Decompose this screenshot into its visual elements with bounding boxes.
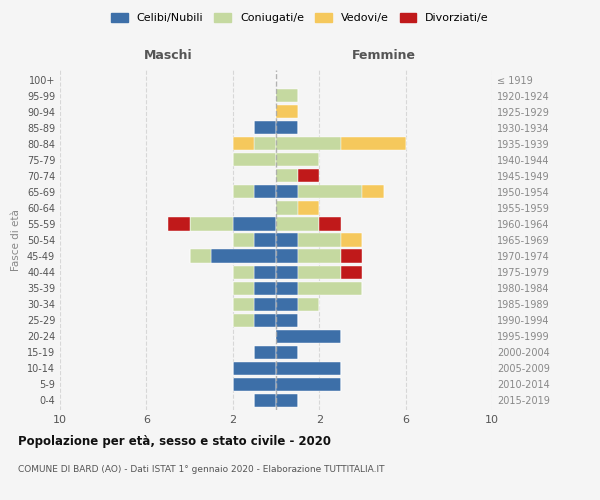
Bar (254, 186, 276, 198)
Bar (276, 121, 298, 134)
Bar (298, 234, 341, 246)
Bar (341, 234, 362, 246)
Bar (254, 282, 276, 294)
Bar (254, 314, 276, 327)
Bar (341, 266, 362, 278)
Bar (298, 170, 319, 182)
Bar (233, 298, 254, 310)
Bar (276, 362, 341, 375)
Bar (254, 137, 276, 150)
Text: Popolazione per età, sesso e stato civile - 2020: Popolazione per età, sesso e stato civil… (18, 435, 331, 448)
Bar (298, 298, 319, 310)
Bar (233, 378, 276, 391)
Bar (254, 266, 276, 278)
Bar (362, 186, 384, 198)
Bar (341, 137, 406, 150)
Bar (168, 218, 190, 230)
Bar (276, 153, 319, 166)
Bar (233, 362, 276, 375)
Bar (233, 314, 254, 327)
Bar (276, 314, 298, 327)
Bar (298, 266, 341, 278)
Bar (233, 234, 254, 246)
Bar (254, 234, 276, 246)
Bar (276, 330, 341, 343)
Bar (276, 234, 298, 246)
Bar (276, 89, 298, 102)
Legend: Celibi/Nubili, Coniugati/e, Vedovi/e, Divorziati/e: Celibi/Nubili, Coniugati/e, Vedovi/e, Di… (107, 8, 493, 28)
Bar (233, 266, 254, 278)
Bar (276, 137, 341, 150)
Y-axis label: Fasce di età: Fasce di età (11, 209, 21, 271)
Text: COMUNE DI BARD (AO) - Dati ISTAT 1° gennaio 2020 - Elaborazione TUTTITALIA.IT: COMUNE DI BARD (AO) - Dati ISTAT 1° genn… (18, 465, 385, 474)
Bar (190, 250, 211, 262)
Bar (276, 282, 298, 294)
Bar (233, 282, 254, 294)
Bar (211, 250, 276, 262)
Text: Maschi: Maschi (143, 49, 193, 62)
Bar (276, 250, 298, 262)
Bar (233, 137, 254, 150)
Bar (298, 186, 362, 198)
Bar (298, 250, 341, 262)
Bar (276, 298, 298, 310)
Bar (254, 394, 276, 407)
Bar (276, 266, 298, 278)
Bar (276, 394, 298, 407)
Bar (233, 218, 276, 230)
Bar (254, 121, 276, 134)
Bar (254, 346, 276, 359)
Bar (190, 218, 233, 230)
Bar (276, 202, 298, 214)
Bar (276, 346, 298, 359)
Bar (319, 218, 341, 230)
Bar (276, 186, 298, 198)
Bar (276, 105, 298, 118)
Bar (341, 250, 362, 262)
Bar (276, 378, 341, 391)
Bar (276, 170, 298, 182)
Bar (276, 218, 319, 230)
Bar (233, 153, 276, 166)
Text: Femmine: Femmine (352, 49, 416, 62)
Bar (233, 186, 254, 198)
Bar (254, 298, 276, 310)
Bar (298, 282, 362, 294)
Bar (298, 202, 319, 214)
